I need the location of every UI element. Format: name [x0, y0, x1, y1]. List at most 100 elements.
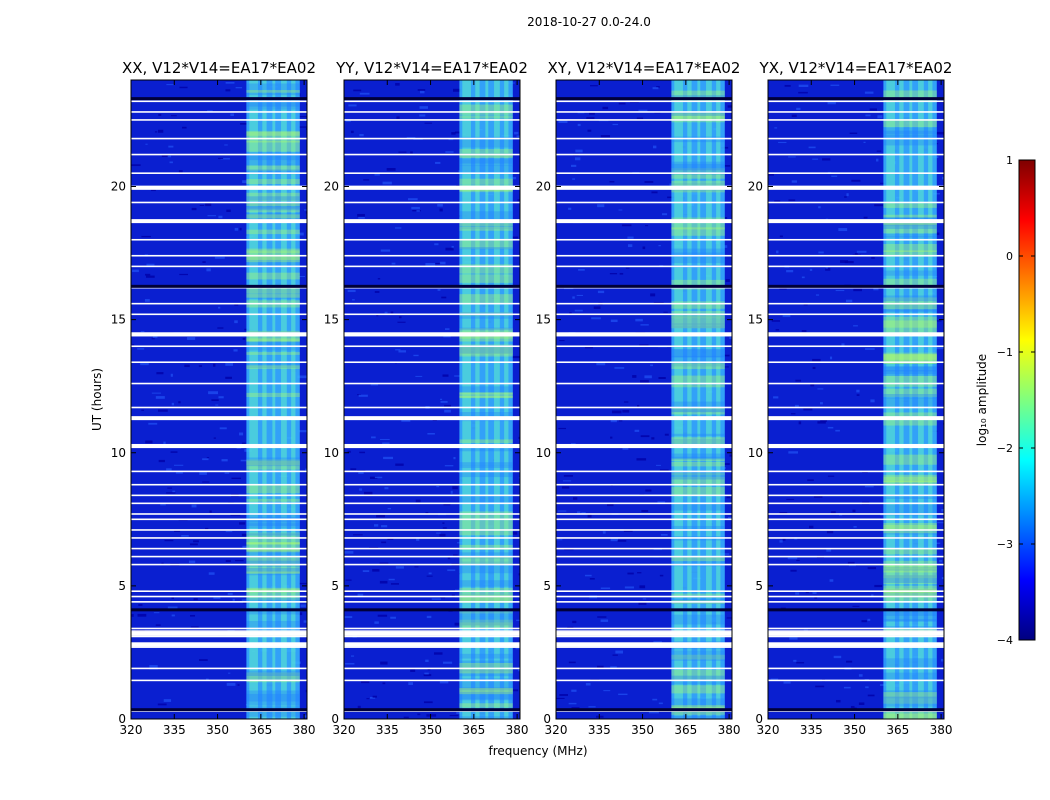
noise-speckle: [807, 479, 814, 482]
noise-speckle: [225, 376, 232, 379]
noise-speckle: [796, 107, 801, 110]
noise-speckle: [163, 441, 166, 444]
rfi-variation: [459, 392, 513, 395]
noise-speckle: [787, 557, 798, 560]
noise-speckle: [835, 699, 841, 703]
noise-speckle: [202, 458, 209, 461]
noise-speckle: [188, 560, 196, 564]
x-tick-label: 380: [293, 723, 316, 737]
rfi-variation: [883, 233, 937, 238]
noise-speckle: [362, 570, 370, 573]
noise-speckle: [803, 408, 813, 411]
rfi-variation: [883, 297, 937, 305]
rfi-variation: [459, 561, 513, 574]
noise-speckle: [426, 575, 433, 577]
rfi-variation: [671, 654, 725, 660]
rfi-variation: [246, 206, 300, 211]
flagged-row: [344, 382, 520, 385]
noise-speckle: [374, 621, 379, 624]
noise-speckle: [618, 209, 623, 211]
noise-speckle: [729, 337, 732, 339]
noise-speckle: [303, 209, 307, 211]
noise-speckle: [518, 436, 520, 439]
rfi-subband: [706, 80, 712, 719]
rfi-variation: [671, 111, 725, 123]
rfi-variation: [459, 678, 513, 691]
noise-speckle: [835, 289, 845, 292]
noise-speckle: [831, 175, 838, 177]
noise-speckle: [559, 694, 568, 696]
rfi-variation: [883, 585, 937, 593]
rfi-subband: [886, 80, 895, 719]
noise-speckle: [788, 451, 799, 454]
rfi-variation: [459, 189, 513, 193]
flagged-row: [768, 627, 944, 630]
noise-speckle: [812, 158, 818, 160]
y-tick-label: 20: [111, 180, 126, 194]
rfi-variation: [883, 203, 937, 208]
flagged-row: [344, 265, 520, 268]
noise-speckle: [871, 594, 874, 597]
noise-speckle: [861, 620, 867, 623]
y-axis-label: UT (hours): [90, 368, 104, 431]
noise-speckle: [299, 582, 307, 585]
noise-speckle: [382, 181, 392, 185]
noise-speckle: [865, 348, 875, 350]
noise-speckle: [395, 463, 404, 466]
noise-speckle: [812, 366, 816, 370]
noise-speckle: [826, 548, 832, 552]
noise-speckle: [372, 568, 380, 572]
noise-speckle: [570, 164, 577, 167]
rfi-variation: [671, 487, 725, 495]
rfi-variation: [671, 556, 725, 562]
noise-speckle: [451, 245, 454, 249]
flagged-row: [556, 302, 732, 305]
rfi-variation: [246, 672, 300, 681]
noise-speckle: [225, 89, 231, 92]
rfi-variation: [246, 202, 300, 209]
noise-speckle: [810, 383, 815, 387]
rfi-variation: [671, 433, 725, 437]
noise-speckle: [374, 524, 379, 527]
noise-speckle: [151, 392, 161, 394]
noise-speckle: [304, 715, 307, 718]
noise-speckle: [140, 363, 149, 366]
rfi-variation: [459, 395, 513, 399]
noise-speckle: [169, 161, 173, 164]
rfi-subband: [494, 80, 500, 719]
noise-speckle: [790, 569, 797, 572]
noise-speckle: [161, 154, 170, 157]
noise-speckle: [171, 596, 174, 600]
noise-speckle: [167, 606, 178, 610]
noise-speckle: [720, 553, 730, 555]
flagged-row: [131, 238, 307, 241]
noise-speckle: [132, 344, 135, 346]
rfi-variation: [671, 614, 725, 625]
panel-title: XX, V12*V14=EA17*EA02: [122, 59, 316, 77]
noise-speckle: [801, 276, 805, 279]
noise-speckle: [556, 697, 565, 699]
flagged-row: [768, 529, 944, 531]
noise-speckle: [370, 383, 379, 386]
dark-row: [768, 97, 944, 101]
rfi-variation: [459, 136, 513, 148]
rfi-variation: [883, 504, 937, 516]
noise-speckle: [228, 672, 231, 674]
rfi-variation: [671, 595, 725, 602]
noise-speckle: [614, 367, 625, 369]
noise-speckle: [858, 702, 865, 705]
flagged-row: [768, 595, 944, 598]
flagged-row: [131, 518, 307, 521]
noise-speckle: [419, 114, 426, 117]
noise-speckle: [149, 665, 158, 668]
rfi-variation: [883, 692, 937, 704]
rfi-variation: [459, 345, 513, 354]
noise-speckle: [437, 203, 443, 207]
rfi-variation: [246, 588, 300, 601]
noise-speckle: [171, 614, 175, 617]
noise-speckle: [305, 689, 307, 693]
noise-speckle: [935, 320, 942, 322]
rfi-variation: [671, 472, 725, 476]
noise-speckle: [721, 366, 729, 368]
rfi-variation: [883, 388, 937, 397]
